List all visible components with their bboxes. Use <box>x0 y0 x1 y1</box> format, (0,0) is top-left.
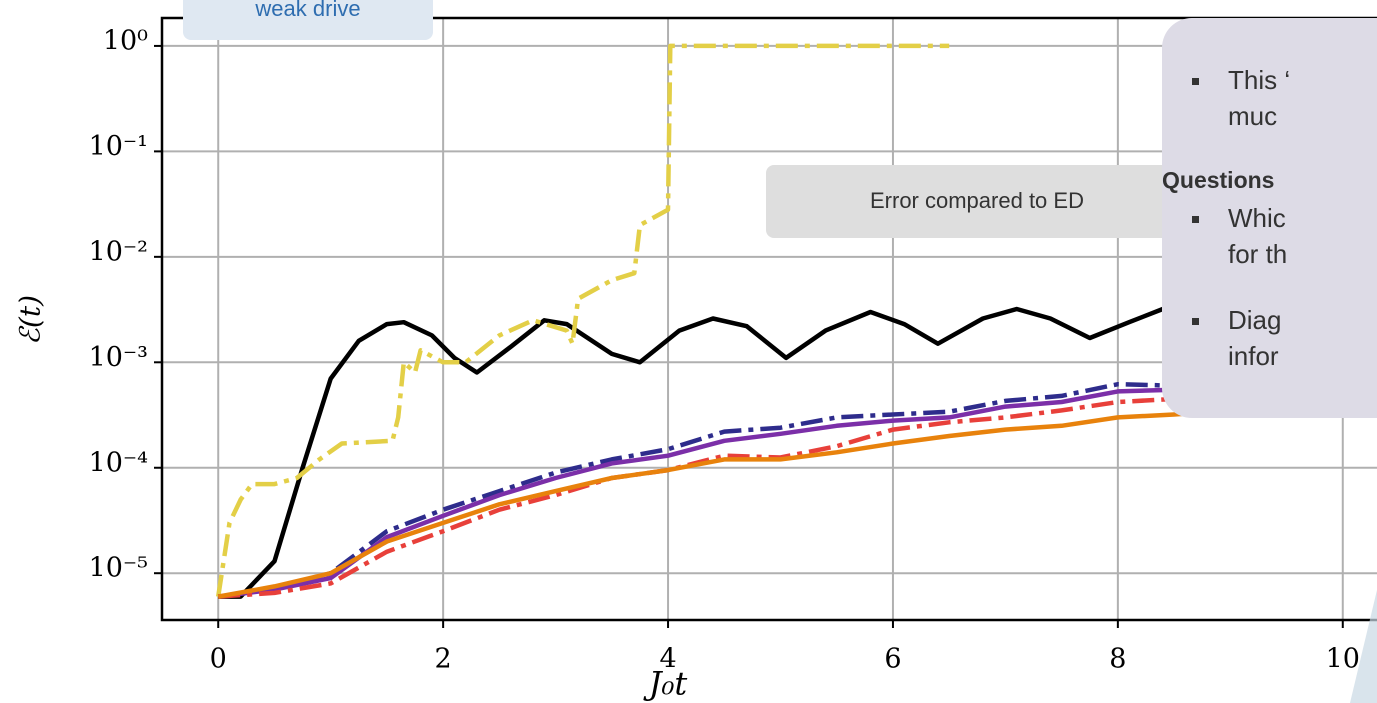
bullet <box>1192 78 1199 85</box>
callout-box <box>766 165 1206 238</box>
x-tick-label: 10 <box>1326 644 1360 675</box>
callout-text: Error compared to ED <box>870 188 1084 213</box>
side-panel <box>1162 18 1377 418</box>
panel-text: This ‘ <box>1228 65 1290 95</box>
callout-text: weak drive <box>254 0 360 21</box>
line <box>217 376 1231 599</box>
panel-text: Diag <box>1228 305 1281 335</box>
line <box>218 306 1164 599</box>
x-tick-label: 2 <box>435 644 452 675</box>
line <box>215 43 950 597</box>
callout-box <box>183 0 433 40</box>
bullet <box>1192 216 1199 223</box>
bullet <box>1192 318 1199 325</box>
panel-text: for th <box>1228 239 1287 269</box>
x-axis-label: J₀t <box>643 665 688 703</box>
y-tick-label: 10⁻² <box>89 236 148 267</box>
x-tick-label: 6 <box>884 644 901 675</box>
y-tick-label: 10⁻⁴ <box>89 447 148 478</box>
panel-text: muc <box>1228 101 1277 131</box>
panel-text: infor <box>1228 341 1279 371</box>
line <box>217 383 1231 599</box>
panel-text: Whic <box>1228 203 1286 233</box>
y-tick-label: 10⁻⁵ <box>89 553 148 584</box>
plot-frame <box>160 16 1377 622</box>
line <box>217 408 1231 599</box>
x-tick-label: 0 <box>210 644 227 675</box>
x-tick-label: 8 <box>1109 644 1126 675</box>
y-tick-label: 10⁻¹ <box>89 131 148 162</box>
line <box>218 391 1231 599</box>
x-tick-label: 4 <box>659 644 676 675</box>
y-axis-label: ℰ(t) <box>14 295 47 345</box>
decoration <box>1350 590 1377 703</box>
panel-heading: Questions <box>1162 167 1274 193</box>
y-tick-label: 10⁻³ <box>89 342 148 373</box>
y-tick-label: 10⁰ <box>103 25 148 56</box>
